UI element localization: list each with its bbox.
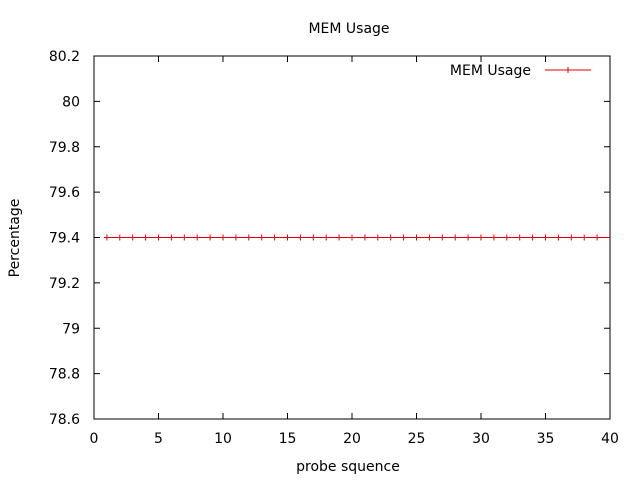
- data-point-marker: [194, 234, 201, 241]
- data-point-marker: [529, 234, 536, 241]
- y-tick-label: 80: [62, 94, 80, 110]
- data-point-marker: [142, 234, 149, 241]
- data-point-marker: [478, 234, 484, 241]
- data-point-marker: [581, 234, 588, 241]
- x-tick-label: 30: [472, 431, 490, 447]
- x-tick-label: 20: [343, 431, 361, 447]
- data-point-marker: [542, 234, 549, 241]
- data-point-marker: [310, 234, 317, 241]
- x-tick-label: 25: [408, 431, 426, 447]
- data-point-marker: [439, 234, 446, 241]
- x-tick-label: 5: [154, 431, 163, 447]
- x-axis-label: probe squence: [296, 459, 400, 475]
- y-tick-label: 79.6: [49, 185, 80, 201]
- data-point-marker: [400, 234, 407, 241]
- data-point-marker: [465, 234, 472, 241]
- legend-marker: [565, 67, 571, 73]
- data-point-marker: [374, 234, 381, 241]
- data-point-marker: [594, 234, 601, 241]
- x-tick-label: 0: [90, 431, 99, 447]
- chart-title: MEM Usage: [308, 21, 389, 37]
- data-point-marker: [555, 234, 562, 241]
- data-point-marker: [245, 234, 252, 241]
- data-point-marker: [297, 234, 304, 241]
- data-point-marker: [361, 234, 368, 241]
- x-tick-label: 35: [537, 431, 555, 447]
- data-point-marker: [336, 234, 343, 241]
- y-tick-label: 78.8: [49, 367, 80, 383]
- data-point-marker: [426, 234, 433, 241]
- legend: MEM Usage: [450, 63, 591, 79]
- data-point-marker: [207, 234, 214, 241]
- data-point-marker: [490, 234, 497, 241]
- x-axis: 0 5 10 15 20 25 30 35 40: [90, 56, 619, 447]
- data-point-marker: [413, 234, 420, 241]
- y-tick-label: 78.6: [49, 412, 80, 428]
- data-point-marker: [168, 234, 175, 241]
- x-tick-label: 10: [214, 431, 232, 447]
- y-tick-label: 80.2: [49, 49, 80, 65]
- y-axis: 78.6 78.8 79 79.2 79.4 79.6 79.8 80 80.2: [49, 49, 610, 428]
- y-tick-label: 79.2: [49, 276, 80, 292]
- data-point-marker: [452, 234, 459, 241]
- data-point-marker: [568, 234, 575, 241]
- data-point-marker: [349, 234, 355, 241]
- data-point-marker: [387, 234, 394, 241]
- data-point-marker: [181, 234, 188, 241]
- data-point-marker: [129, 234, 136, 241]
- x-tick-label: 40: [601, 431, 619, 447]
- data-point-marker: [116, 234, 123, 241]
- data-point-marker: [516, 234, 523, 241]
- series-group: [103, 234, 610, 241]
- data-point-marker: [103, 234, 110, 241]
- data-point-marker: [284, 234, 291, 241]
- x-tick-label: 15: [279, 431, 297, 447]
- data-point-marker: [232, 234, 239, 241]
- data-point-marker: [323, 234, 330, 241]
- y-tick-label: 79.8: [49, 140, 80, 156]
- y-tick-label: 79: [62, 321, 80, 337]
- data-point-marker: [258, 234, 265, 241]
- data-point-marker: [271, 234, 278, 241]
- legend-label: MEM Usage: [450, 63, 531, 79]
- data-point-marker: [220, 234, 226, 241]
- y-tick-label: 79.4: [49, 231, 80, 247]
- data-point-marker: [503, 234, 510, 241]
- data-point-marker: [155, 234, 162, 241]
- y-axis-label: Percentage: [7, 199, 23, 278]
